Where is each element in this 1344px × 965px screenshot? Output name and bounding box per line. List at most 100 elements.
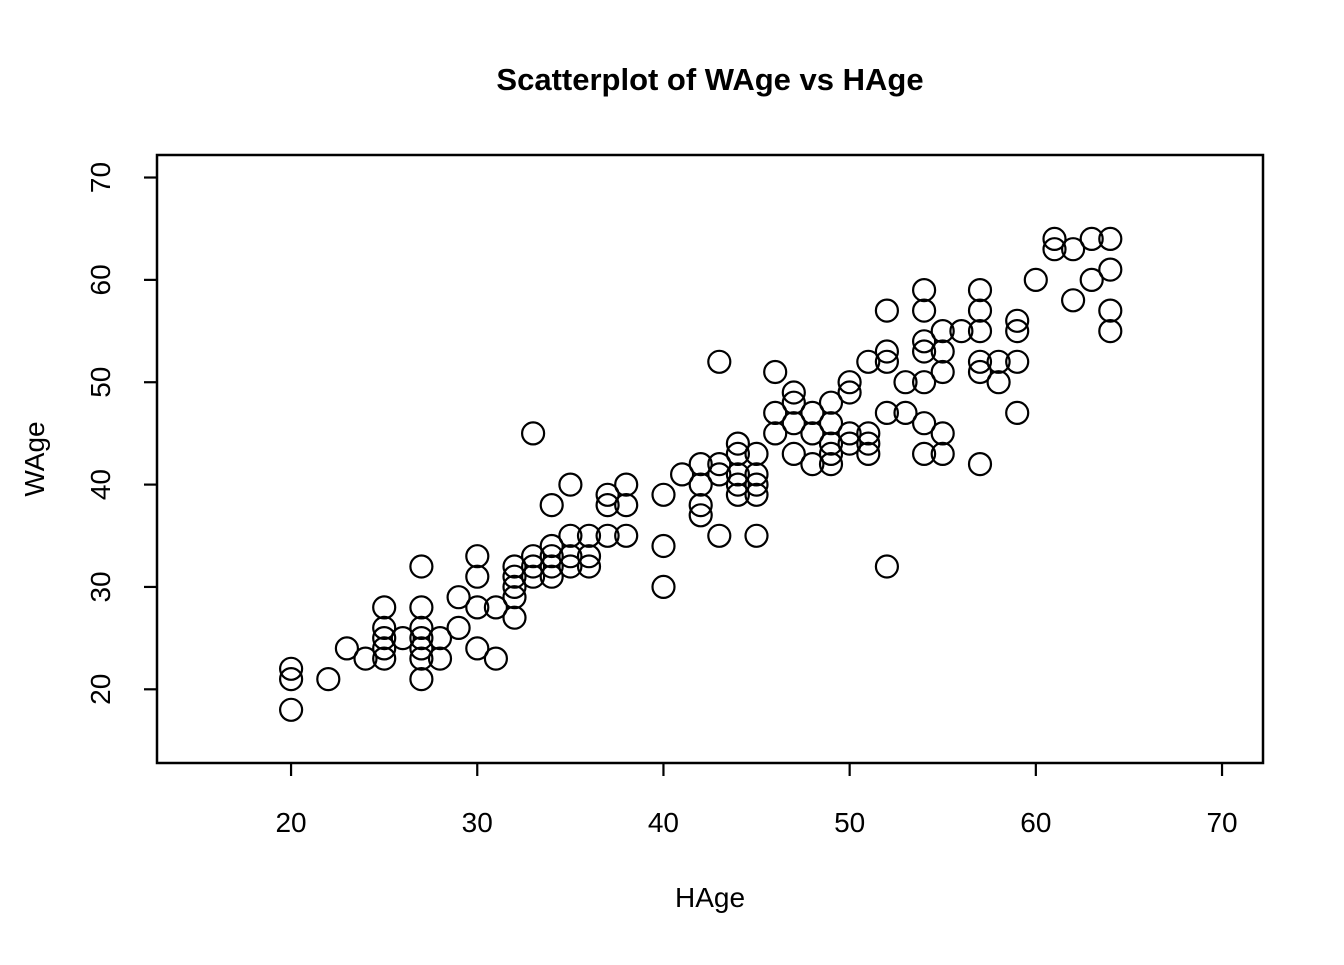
data-point: [1060, 237, 1086, 262]
data-point: [744, 441, 769, 466]
y-tick-label: 20: [85, 674, 116, 705]
data-point: [837, 370, 862, 395]
data-point: [595, 493, 620, 518]
data-point: [911, 339, 937, 364]
data-point: [707, 452, 732, 477]
data-point: [595, 523, 620, 548]
data-point: [1079, 226, 1104, 251]
data-point: [372, 646, 397, 671]
data-point: [911, 278, 937, 303]
data-point: [1098, 298, 1123, 323]
data-point: [874, 554, 900, 579]
data-point: [409, 625, 434, 651]
data-point: [502, 554, 527, 579]
x-axis-label: HAge: [675, 882, 745, 913]
data-point: [539, 544, 564, 569]
data-point: [763, 359, 788, 385]
data-point: [725, 482, 751, 507]
data-point: [800, 421, 825, 446]
data-point: [1060, 288, 1086, 313]
data-point: [930, 441, 955, 466]
data-point: [651, 533, 676, 559]
data-point: [911, 298, 937, 323]
data-point: [1098, 257, 1123, 282]
data-point: [967, 359, 993, 385]
plot-area-border: [155, 153, 1265, 765]
y-tick-label: 40: [85, 469, 116, 500]
data-point: [502, 564, 527, 589]
data-point: [893, 400, 918, 425]
data-point: [967, 452, 993, 477]
data-point: [763, 400, 788, 425]
data-point: [818, 452, 844, 477]
data-point: [837, 421, 862, 446]
data-point: [502, 605, 527, 630]
data-point: [1005, 308, 1030, 333]
data-point: [316, 666, 341, 692]
data-point: [707, 462, 732, 487]
data-point: [800, 400, 825, 425]
data-point: [409, 595, 434, 620]
axis-ticks: 20 30 40 50 60 70 20 30 40 50 60 70: [85, 162, 1238, 838]
data-point: [837, 380, 862, 405]
data-point: [539, 554, 564, 579]
data-points: [279, 226, 1123, 722]
data-point: [614, 472, 639, 497]
data-point: [874, 349, 900, 374]
data-point: [279, 666, 304, 692]
data-point: [930, 421, 955, 446]
data-point: [874, 339, 900, 364]
data-point: [465, 544, 490, 569]
data-point: [465, 595, 490, 620]
data-point: [409, 646, 434, 671]
data-point: [893, 370, 918, 395]
data-point: [707, 523, 732, 548]
data-point: [911, 370, 937, 395]
x-tick-label: 50: [834, 807, 865, 838]
data-point: [446, 615, 471, 641]
data-point: [725, 462, 751, 487]
data-point: [967, 349, 993, 374]
data-point: [986, 349, 1011, 374]
data-point: [911, 411, 937, 436]
data-point: [911, 441, 937, 466]
data-point: [818, 411, 844, 436]
data-point: [576, 523, 602, 548]
data-point: [576, 544, 602, 569]
data-point: [1079, 267, 1104, 292]
data-point: [837, 431, 862, 456]
data-point: [279, 697, 304, 722]
data-point: [949, 319, 974, 344]
data-point: [967, 319, 993, 344]
data-point: [781, 441, 806, 466]
data-point: [1042, 226, 1067, 251]
data-point: [930, 319, 955, 344]
data-point: [372, 615, 397, 641]
data-point: [874, 298, 900, 323]
data-point: [856, 431, 881, 456]
data-point: [558, 472, 583, 497]
data-point: [539, 493, 564, 518]
data-point: [781, 411, 806, 436]
data-point: [1005, 319, 1030, 344]
data-point: [409, 615, 434, 641]
data-point: [651, 482, 676, 507]
data-point: [781, 380, 806, 405]
data-point: [539, 533, 564, 559]
data-point: [856, 441, 881, 466]
data-point: [520, 554, 546, 579]
data-point: [744, 462, 769, 487]
data-point: [1042, 237, 1067, 262]
data-point: [409, 554, 434, 579]
data-point: [427, 625, 453, 651]
chart-title: Scatterplot of WAge vs HAge: [496, 62, 923, 97]
data-point: [520, 544, 546, 569]
data-point: [520, 564, 546, 589]
data-point: [818, 441, 844, 466]
data-point: [688, 472, 713, 497]
data-point: [818, 431, 844, 456]
data-point: [744, 482, 769, 507]
data-point: [558, 523, 583, 548]
